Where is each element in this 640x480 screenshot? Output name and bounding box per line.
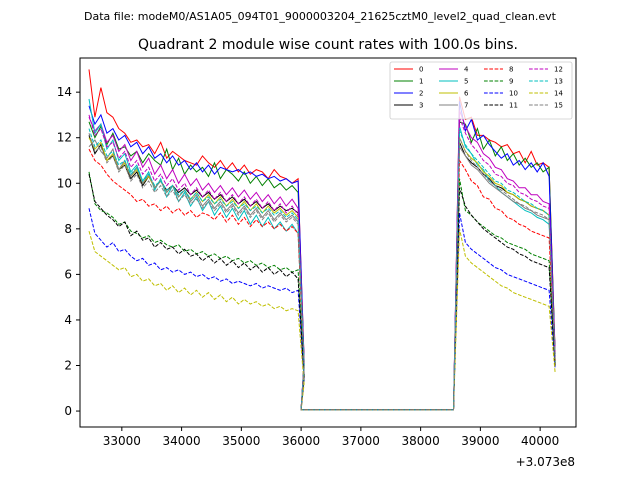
plot-area — [80, 58, 576, 427]
x-tick-label-2: 35000 — [222, 434, 260, 448]
x-tick-label-1: 34000 — [162, 434, 200, 448]
y-tick-label-3: 6 — [64, 267, 72, 281]
legend-label-12: 12 — [554, 66, 563, 74]
chart-title: Quadrant 2 module wise count rates with … — [138, 37, 518, 53]
legend-label-9: 9 — [509, 78, 513, 86]
legend-frame — [389, 61, 573, 120]
legend-label-7: 7 — [464, 102, 468, 110]
series-line-14 — [88, 228, 556, 411]
x-tick-label-3: 36000 — [282, 434, 320, 448]
series-line-2 — [88, 101, 556, 411]
legend-label-14: 14 — [554, 90, 563, 98]
series-line-7 — [88, 139, 556, 411]
legend-label-15: 15 — [554, 102, 563, 110]
series-line-12 — [88, 114, 556, 411]
y-tick-label-7: 14 — [57, 85, 72, 99]
series-line-3 — [88, 135, 556, 411]
legend-label-10: 10 — [509, 90, 518, 98]
x-tick-label-0: 33000 — [103, 434, 141, 448]
axes-layer: 33000 34000 35000 36000 37000 38000 39000 40000… — [57, 85, 560, 448]
series-line-9 — [88, 171, 556, 411]
y-tick-label-4: 8 — [64, 222, 72, 236]
y-tick-label-2: 4 — [64, 313, 72, 327]
x-tick-label-5: 38000 — [402, 434, 440, 448]
series-line-11 — [88, 174, 556, 411]
series-line-15 — [88, 133, 556, 411]
chart-suptitle: Data file: modeM0/AS1A05_094T01_90000032… — [84, 10, 557, 23]
legend-label-11: 11 — [509, 102, 518, 110]
series-line-1 — [88, 121, 556, 411]
legend-label-4: 4 — [464, 66, 469, 74]
y-tick-label-5: 10 — [57, 176, 72, 190]
legend-label-8: 8 — [509, 66, 513, 74]
x-tick-label-4: 37000 — [342, 434, 380, 448]
legend-label-5: 5 — [464, 78, 468, 86]
legend-label-3: 3 — [419, 102, 423, 110]
legend-label-6: 6 — [464, 90, 469, 98]
legend-label-2: 2 — [419, 90, 423, 98]
x-tick-label-7: 40000 — [521, 434, 559, 448]
legend-label-13: 13 — [554, 78, 563, 86]
series-line-10 — [88, 208, 556, 411]
y-tick-label-0: 0 — [64, 404, 72, 418]
legend-label-0: 0 — [419, 66, 423, 74]
x-tick-label-6: 39000 — [461, 434, 499, 448]
plot-frame — [79, 57, 577, 428]
series-line-13 — [88, 128, 556, 411]
series-layer — [88, 69, 556, 411]
series-line-8 — [88, 148, 556, 411]
series-line-4 — [88, 110, 556, 411]
y-tick-label-1: 2 — [64, 359, 72, 373]
x-offset-label: +3.073e8 — [516, 455, 575, 469]
y-tick-label-6: 12 — [57, 131, 72, 145]
legend-label-1: 1 — [419, 78, 423, 86]
series-line-0 — [88, 69, 556, 411]
